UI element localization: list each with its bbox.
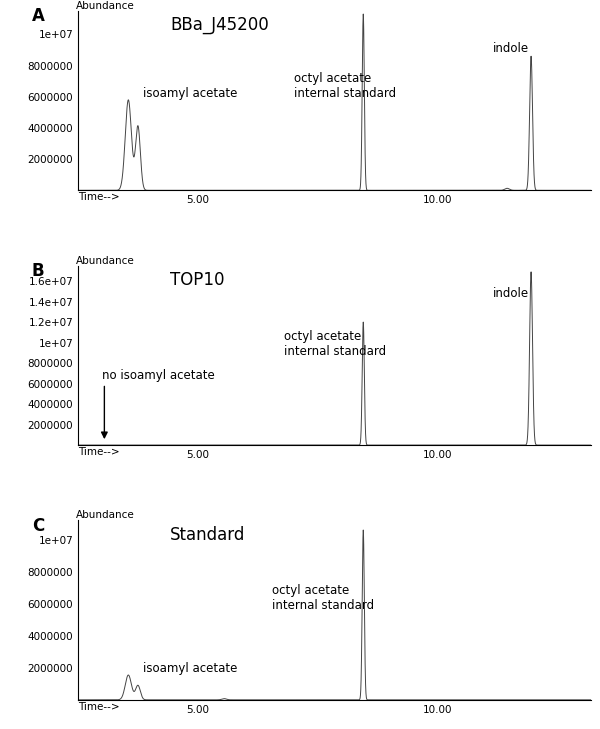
Text: Abundance: Abundance	[76, 510, 134, 521]
Text: indole: indole	[493, 42, 529, 55]
Text: B: B	[32, 262, 44, 280]
Text: Time-->: Time-->	[78, 447, 119, 457]
Text: no isoamyl acetate: no isoamyl acetate	[102, 369, 215, 381]
Text: isoamyl acetate: isoamyl acetate	[143, 662, 237, 675]
Text: Time-->: Time-->	[78, 701, 119, 712]
Text: Abundance: Abundance	[76, 256, 134, 265]
Text: A: A	[32, 7, 45, 26]
Text: Abundance: Abundance	[76, 1, 134, 11]
Text: indole: indole	[493, 286, 529, 300]
Text: Standard: Standard	[170, 526, 246, 544]
Text: C: C	[32, 517, 44, 535]
Text: isoamyl acetate: isoamyl acetate	[143, 87, 237, 100]
Text: octyl acetate
internal standard: octyl acetate internal standard	[284, 330, 386, 358]
Text: octyl acetate
internal standard: octyl acetate internal standard	[294, 72, 396, 100]
Text: BBa_J45200: BBa_J45200	[170, 16, 269, 34]
Text: TOP10: TOP10	[170, 271, 225, 289]
Text: Time-->: Time-->	[78, 192, 119, 202]
Text: octyl acetate
internal standard: octyl acetate internal standard	[272, 584, 374, 612]
